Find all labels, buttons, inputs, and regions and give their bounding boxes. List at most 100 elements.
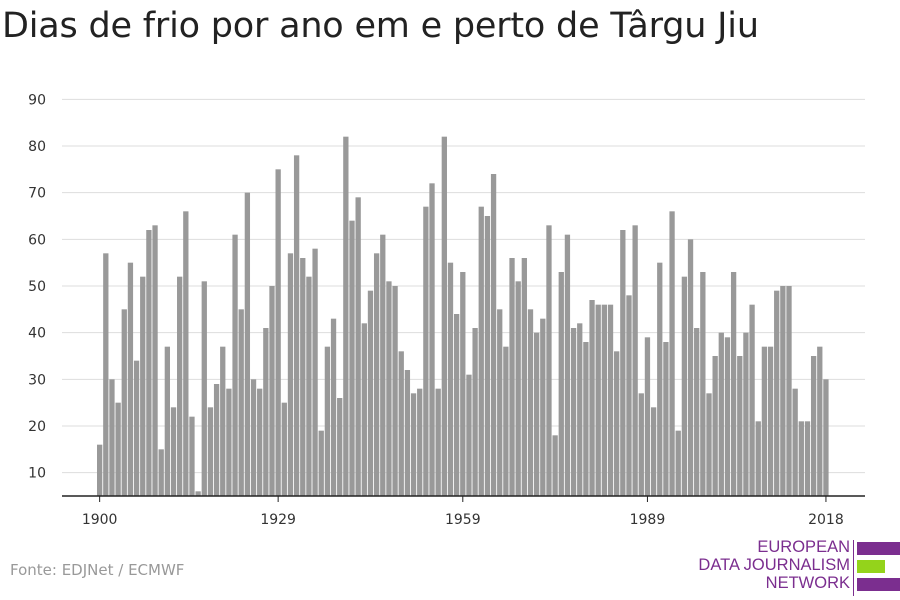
bar [743, 332, 749, 496]
bar [287, 253, 294, 496]
bar [675, 430, 681, 496]
bar [152, 225, 158, 496]
bar [546, 225, 552, 496]
bars [97, 136, 829, 497]
y-tick-label: 80 [28, 139, 46, 155]
y-tick-label: 10 [28, 466, 46, 482]
bar [798, 421, 804, 496]
bar [281, 402, 287, 496]
bar [380, 234, 386, 497]
bar [657, 262, 663, 496]
bar [140, 276, 146, 496]
bar [343, 136, 349, 497]
bar [269, 286, 275, 496]
bar [632, 225, 638, 496]
bar [121, 309, 127, 496]
bar [275, 169, 281, 496]
bar [749, 304, 755, 496]
bar [164, 346, 170, 496]
y-tick-label: 20 [28, 419, 46, 435]
bar [503, 346, 509, 496]
bar [497, 309, 503, 496]
bar [293, 155, 300, 496]
bar [540, 318, 546, 496]
bar [583, 342, 589, 496]
bar [189, 416, 195, 496]
bar [158, 449, 164, 496]
bar [595, 304, 601, 496]
bar [386, 281, 392, 496]
bar [429, 183, 435, 496]
y-tick-label: 40 [28, 326, 46, 342]
bar [398, 351, 404, 496]
bar [257, 388, 263, 496]
logo-line-network: NETWORK [765, 574, 850, 592]
x-axis: 1900 1929 1959 1989 2018 [62, 495, 865, 528]
bar [804, 421, 811, 496]
bar [373, 253, 380, 496]
bar [614, 351, 620, 496]
bar [589, 300, 595, 496]
bar [170, 407, 177, 496]
bar [250, 379, 257, 496]
chart-title: Dias de frio por ano em e perto de Târgu… [2, 6, 759, 46]
bar [650, 407, 657, 496]
bar [109, 379, 115, 496]
bar [97, 444, 103, 496]
bar [460, 272, 466, 496]
bar [780, 286, 786, 496]
bar [201, 281, 207, 496]
bar [417, 388, 423, 496]
bar [638, 393, 644, 496]
bar [263, 328, 269, 496]
bar [232, 234, 238, 497]
bar [472, 328, 478, 496]
bar [706, 393, 712, 496]
bar [607, 304, 614, 496]
bar [687, 239, 694, 496]
bar [700, 272, 706, 496]
logo-line-european: EUROPEAN [757, 538, 850, 556]
bar [730, 272, 737, 496]
bar [601, 304, 608, 496]
logo-line-data-journalism: DATA JOURNALISM [698, 556, 850, 574]
logo-bar-purple-bottom [857, 578, 900, 591]
bar [183, 211, 189, 496]
bar [349, 220, 355, 497]
bar [337, 398, 343, 496]
bar [392, 286, 398, 496]
bar [761, 346, 768, 496]
bar [478, 206, 484, 497]
bar [423, 206, 429, 497]
bar [207, 407, 214, 496]
bar [146, 230, 152, 496]
bar [244, 192, 251, 497]
bar [620, 230, 626, 496]
bar [177, 276, 183, 496]
bar [577, 323, 583, 496]
bar [484, 216, 491, 496]
bar [324, 346, 331, 496]
bar [367, 290, 374, 496]
logo-bar-purple-top [857, 542, 900, 555]
bar [644, 337, 651, 496]
x-tick-label: 1989 [630, 512, 666, 528]
bar [626, 295, 632, 496]
bar [694, 328, 700, 496]
bar [220, 346, 226, 496]
bar [564, 234, 571, 497]
y-tick-label: 70 [28, 186, 46, 202]
x-tick-label: 1929 [260, 512, 296, 528]
bar [521, 258, 527, 496]
bar [669, 211, 675, 496]
bar [115, 402, 121, 496]
bar [238, 309, 244, 496]
bar [767, 346, 774, 496]
bar [361, 323, 367, 496]
x-tick-label: 1959 [445, 512, 481, 528]
bar [355, 197, 361, 496]
bar [724, 337, 731, 496]
y-axis-labels: 10 20 30 40 50 60 70 80 90 [28, 92, 46, 481]
bar [817, 346, 823, 496]
